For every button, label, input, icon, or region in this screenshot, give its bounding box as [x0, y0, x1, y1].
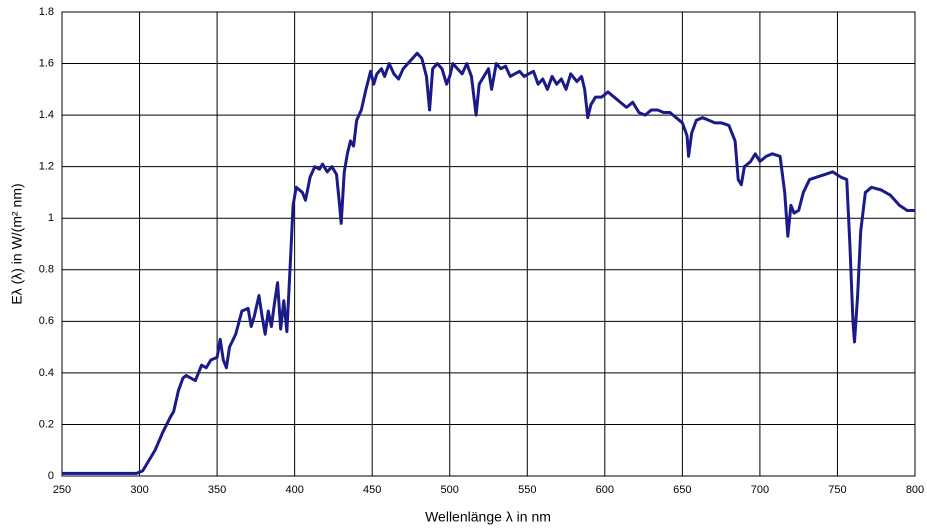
y-tick-label: 1.4 — [39, 109, 54, 121]
x-tick-label: 350 — [208, 484, 226, 496]
x-tick-label: 450 — [363, 484, 381, 496]
y-tick-label: 0 — [48, 470, 54, 482]
y-tick-label: 0.6 — [39, 315, 54, 327]
y-tick-label: 1.8 — [39, 6, 54, 18]
x-tick-label: 500 — [441, 484, 459, 496]
x-tick-label: 400 — [285, 484, 303, 496]
x-tick-label: 600 — [596, 484, 614, 496]
y-tick-label: 1.6 — [39, 57, 54, 69]
x-axis-title: Wellenlänge λ in nm — [425, 509, 551, 525]
y-tick-label: 0.2 — [39, 418, 54, 430]
y-axis-title: Eλ (λ) in W/(m² nm) — [9, 183, 25, 304]
x-tick-label: 250 — [53, 484, 71, 496]
x-tick-label: 800 — [906, 484, 924, 496]
x-tick-label: 300 — [130, 484, 148, 496]
y-tick-label: 1.2 — [39, 161, 54, 173]
x-tick-label: 550 — [518, 484, 536, 496]
x-tick-label: 650 — [673, 484, 691, 496]
y-tick-label: 1 — [48, 212, 54, 224]
x-tick-label: 750 — [828, 484, 846, 496]
y-tick-label: 0.4 — [39, 367, 54, 379]
plot-border — [61, 11, 916, 477]
y-tick-label: 0.8 — [39, 264, 54, 276]
spectrum-line — [62, 51, 915, 475]
x-tick-label: 700 — [751, 484, 769, 496]
